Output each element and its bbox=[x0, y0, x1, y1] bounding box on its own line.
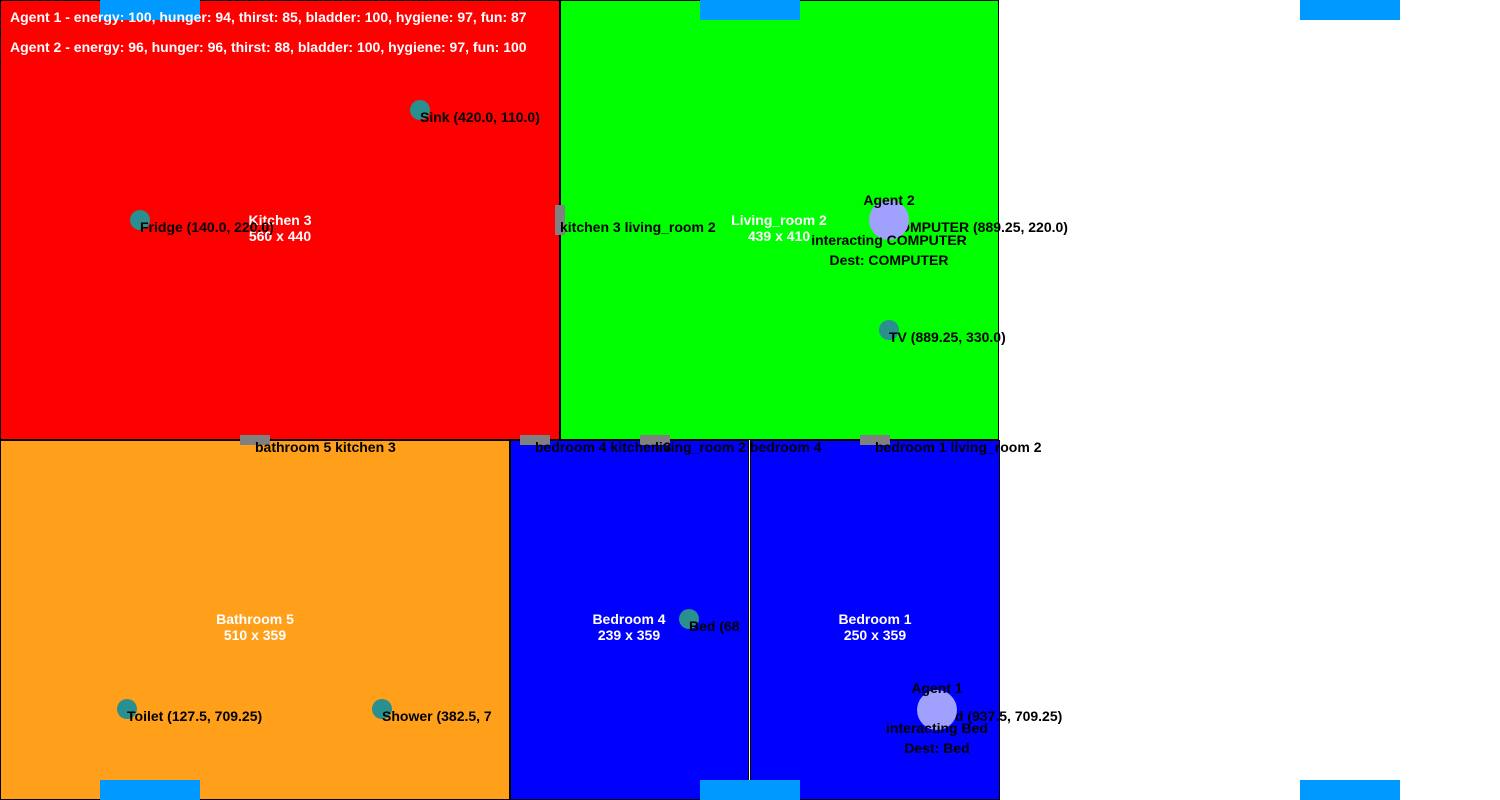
top-bar-right bbox=[1300, 0, 1400, 20]
living-label: Living_room 2 439 x 410 bbox=[731, 212, 827, 244]
bedroom4-size: 239 x 359 bbox=[597, 627, 661, 643]
shower-label: Shower (382.5, 7 bbox=[382, 708, 492, 724]
door-label-bedroom1-living: bedroom 1 living_room 2 bbox=[875, 439, 1042, 455]
bedroom1-room bbox=[750, 440, 1000, 800]
door-bedroom1-living[interactable] bbox=[860, 435, 890, 445]
sink-icon[interactable] bbox=[410, 100, 430, 120]
kitchen-name: Kitchen 3 bbox=[248, 212, 312, 228]
living-size: 439 x 410 bbox=[747, 228, 811, 244]
door-bedroom4-kitchen[interactable] bbox=[520, 435, 550, 445]
bottom-bar-left bbox=[100, 780, 200, 800]
agent2-dest: Dest: COMPUTER bbox=[829, 252, 949, 268]
kitchen-label: Kitchen 3 560 x 440 bbox=[248, 212, 311, 244]
tv-icon[interactable] bbox=[879, 320, 899, 340]
bottom-bar-middle bbox=[700, 780, 800, 800]
bed1-label: Bed (937.5, 709.25) bbox=[937, 708, 1063, 724]
door-label-kitchen-living: kitchen 3 living_room 2 bbox=[560, 219, 716, 235]
agent1-stats: Agent 1 - energy: 100, hunger: 94, thirs… bbox=[10, 9, 527, 25]
bedroom4-room bbox=[510, 440, 749, 800]
shower-icon[interactable] bbox=[372, 699, 392, 719]
bathroom-label: Bathroom 5 510 x 359 bbox=[216, 611, 294, 643]
bed4-icon[interactable] bbox=[679, 609, 699, 629]
door-label-bedroom4-kitchen: bedroom 4 kitchen 3 bbox=[535, 439, 672, 455]
agent1-name: Agent 1 bbox=[911, 680, 963, 696]
bedroom1-name: Bedroom 1 bbox=[838, 611, 912, 627]
bedroom4-name: Bedroom 4 bbox=[592, 611, 666, 627]
fridge-icon[interactable] bbox=[130, 210, 150, 230]
kitchen-room bbox=[0, 0, 560, 440]
door-bathroom-kitchen[interactable] bbox=[240, 435, 270, 445]
toilet-icon[interactable] bbox=[117, 699, 137, 719]
door-label-living-bedroom4: living_room 2 bedroom 4 bbox=[655, 439, 822, 455]
bottom-bar-right bbox=[1300, 780, 1400, 800]
door-living-bedroom4[interactable] bbox=[640, 435, 670, 445]
agent2-avatar[interactable] bbox=[869, 200, 909, 240]
bedroom1-size: 250 x 359 bbox=[843, 627, 907, 643]
top-bar-middle bbox=[700, 0, 800, 20]
tv-label: TV (889.25, 330.0) bbox=[889, 329, 1006, 345]
agent2-name: Agent 2 bbox=[863, 192, 915, 208]
top-bar-left bbox=[100, 0, 200, 20]
kitchen-size: 560 x 440 bbox=[248, 228, 312, 244]
agent2-stats: Agent 2 - energy: 96, hunger: 96, thirst… bbox=[10, 39, 527, 55]
agent1-status: interacting Bed bbox=[886, 720, 988, 736]
living-room bbox=[560, 0, 999, 440]
fridge-label: Fridge (140.0, 220.0) bbox=[140, 219, 274, 235]
door-label-bathroom-kitchen: bathroom 5 kitchen 3 bbox=[255, 439, 396, 455]
bedroom1-label: Bedroom 1 250 x 359 bbox=[838, 611, 911, 643]
sink-label: Sink (420.0, 110.0) bbox=[420, 109, 540, 125]
agent2-info: Agent 2 interacting COMPUTER Dest: COMPU… bbox=[789, 190, 989, 270]
bedroom4-label: Bedroom 4 239 x 359 bbox=[592, 611, 665, 643]
toilet-label: Toilet (127.5, 709.25) bbox=[127, 708, 263, 724]
agent1-dest: Dest: Bed bbox=[904, 740, 970, 756]
agent1-info: Agent 1 interacting Bed Dest: Bed bbox=[837, 678, 1037, 758]
bed4-label: Bed (68 bbox=[689, 618, 740, 634]
agent2-status: interacting COMPUTER bbox=[811, 232, 967, 248]
agent1-avatar[interactable] bbox=[917, 690, 957, 730]
bathroom-name: Bathroom 5 bbox=[216, 611, 294, 627]
computer-label: COMPUTER (889.25, 220.0) bbox=[889, 219, 1068, 235]
door-kitchen-living[interactable] bbox=[555, 205, 565, 235]
bathroom-size: 510 x 359 bbox=[223, 627, 287, 643]
living-name: Living_room 2 bbox=[731, 212, 827, 228]
